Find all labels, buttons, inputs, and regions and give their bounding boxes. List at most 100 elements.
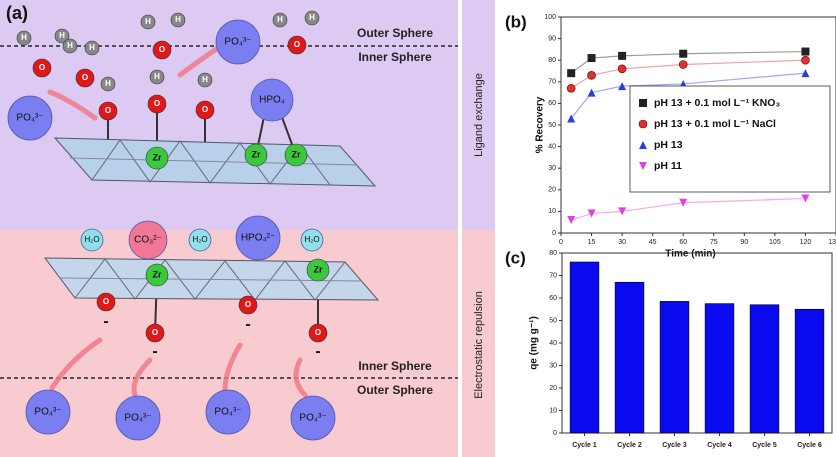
x-tick-label: 60 — [679, 239, 687, 246]
atom-label: H — [202, 75, 208, 84]
atom-label: O — [82, 73, 88, 82]
x-tick-label: 13 — [828, 239, 836, 246]
legend-label: pH 11 — [654, 160, 682, 172]
slab-top — [55, 138, 375, 186]
y-tick-label: 0 — [553, 430, 557, 437]
marker — [639, 120, 647, 128]
y-tick-label: 80 — [548, 57, 556, 64]
atom-label: H — [277, 15, 283, 24]
x-tick-label: Cycle 6 — [797, 442, 822, 449]
marker — [679, 61, 687, 69]
sphere-label: Inner Sphere — [358, 50, 432, 64]
side-label: Ligand exchange — [473, 73, 485, 157]
marker — [801, 56, 809, 64]
atom-label: H — [309, 13, 315, 22]
sphere-label: Inner Sphere — [358, 359, 432, 373]
ion-label: PO₄³⁻ — [16, 113, 43, 124]
ion-label: HPO₄ — [259, 95, 285, 106]
atom-label: H — [67, 41, 73, 50]
y-tick-label: 50 — [548, 122, 556, 129]
bar — [795, 309, 824, 433]
legend-label: pH 13 + 0.1 mol L⁻¹ KNO₃ — [654, 97, 780, 109]
x-tick-label: Cycle 4 — [707, 442, 732, 449]
ion-label: HPO₄²⁻ — [241, 233, 275, 244]
marker — [588, 54, 596, 62]
atom-label: H — [21, 33, 27, 42]
atom-label: O — [103, 297, 109, 306]
x-axis-label: Time (min) — [665, 249, 715, 260]
x-tick-label: Cycle 2 — [617, 442, 642, 449]
atom-label: O — [202, 105, 208, 114]
ion-label: H₂O — [192, 235, 207, 244]
atom-label: O — [105, 106, 111, 115]
y-tick-label: 50 — [549, 317, 557, 324]
y-axis-label: % Recovery — [535, 96, 546, 153]
y-tick-label: 40 — [549, 340, 557, 347]
atom-label: O — [154, 99, 160, 108]
y-tick-label: 70 — [549, 272, 557, 279]
figure: (a) Outer Sphere Inner Sphere Inner Sphe… — [0, 0, 836, 457]
x-tick-label: Cycle 5 — [752, 442, 777, 449]
ion-label: PO₄³⁻ — [224, 37, 251, 48]
x-tick-label: 120 — [800, 239, 812, 246]
atom-label: - — [245, 316, 250, 333]
x-tick-label: Cycle 1 — [572, 442, 597, 449]
atom-label: O — [39, 63, 45, 72]
atom-label: H — [105, 79, 111, 88]
y-tick-label: 70 — [548, 79, 556, 86]
ion-label: PO₄³⁻ — [34, 407, 61, 418]
y-tick-label: 0 — [552, 230, 556, 237]
atom-label: H — [89, 43, 95, 52]
ion-label: PO₄³⁻ — [124, 413, 151, 424]
bar — [660, 301, 689, 433]
y-tick-label: 60 — [548, 100, 556, 107]
y-tick-label: 90 — [548, 35, 556, 42]
y-tick-label: 100 — [544, 14, 556, 21]
ion-label: H₂O — [84, 235, 99, 244]
y-tick-label: 20 — [549, 385, 557, 392]
marker — [588, 71, 596, 79]
atom-label: - — [103, 313, 108, 330]
atom-label: Zr — [153, 269, 162, 279]
y-tick-label: 60 — [549, 295, 557, 302]
y-tick-label: 20 — [548, 187, 556, 194]
atom-label: O — [152, 328, 158, 337]
atom-label: O — [315, 328, 321, 337]
panel-label: (b) — [505, 12, 527, 31]
legend-label: pH 13 — [654, 139, 683, 151]
bar — [705, 304, 734, 433]
atom-label: H — [154, 72, 160, 81]
legend-label: pH 13 + 0.1 mol L⁻¹ NaCl — [654, 118, 776, 130]
atom-label: Zr — [314, 264, 323, 274]
x-tick-label: 75 — [710, 239, 718, 246]
atom-label: O — [245, 300, 251, 309]
y-tick-label: 10 — [548, 208, 556, 215]
atom-label: Zr — [252, 149, 261, 159]
ion-label: CO₃²⁻ — [134, 235, 162, 246]
ion-label: PO₄³⁻ — [214, 407, 241, 418]
bar — [615, 282, 644, 433]
marker — [567, 84, 575, 92]
ion-label: PO₄³⁻ — [299, 413, 326, 424]
atom-label: - — [152, 343, 157, 360]
marker — [639, 99, 647, 107]
atom-label: H — [175, 15, 181, 24]
y-tick-label: 10 — [549, 407, 557, 414]
y-tick-label: 30 — [549, 362, 557, 369]
x-tick-label: 0 — [559, 239, 563, 246]
marker — [679, 50, 687, 58]
side-label: Electrostatic repulsion — [473, 291, 485, 399]
sphere-label: Outer Sphere — [357, 26, 433, 40]
x-tick-label: 15 — [588, 239, 596, 246]
x-tick-label: 105 — [769, 239, 781, 246]
atom-label: - — [315, 343, 320, 360]
marker — [801, 48, 809, 56]
atom-label: O — [159, 45, 165, 54]
x-tick-label: 45 — [649, 239, 657, 246]
atom-label: H — [59, 31, 65, 40]
marker — [618, 65, 626, 73]
panel-label: (c) — [505, 248, 526, 267]
slab-bottom — [45, 258, 378, 300]
y-axis-label: qe (mg g⁻¹) — [529, 316, 540, 370]
sphere-label: Outer Sphere — [357, 383, 433, 397]
